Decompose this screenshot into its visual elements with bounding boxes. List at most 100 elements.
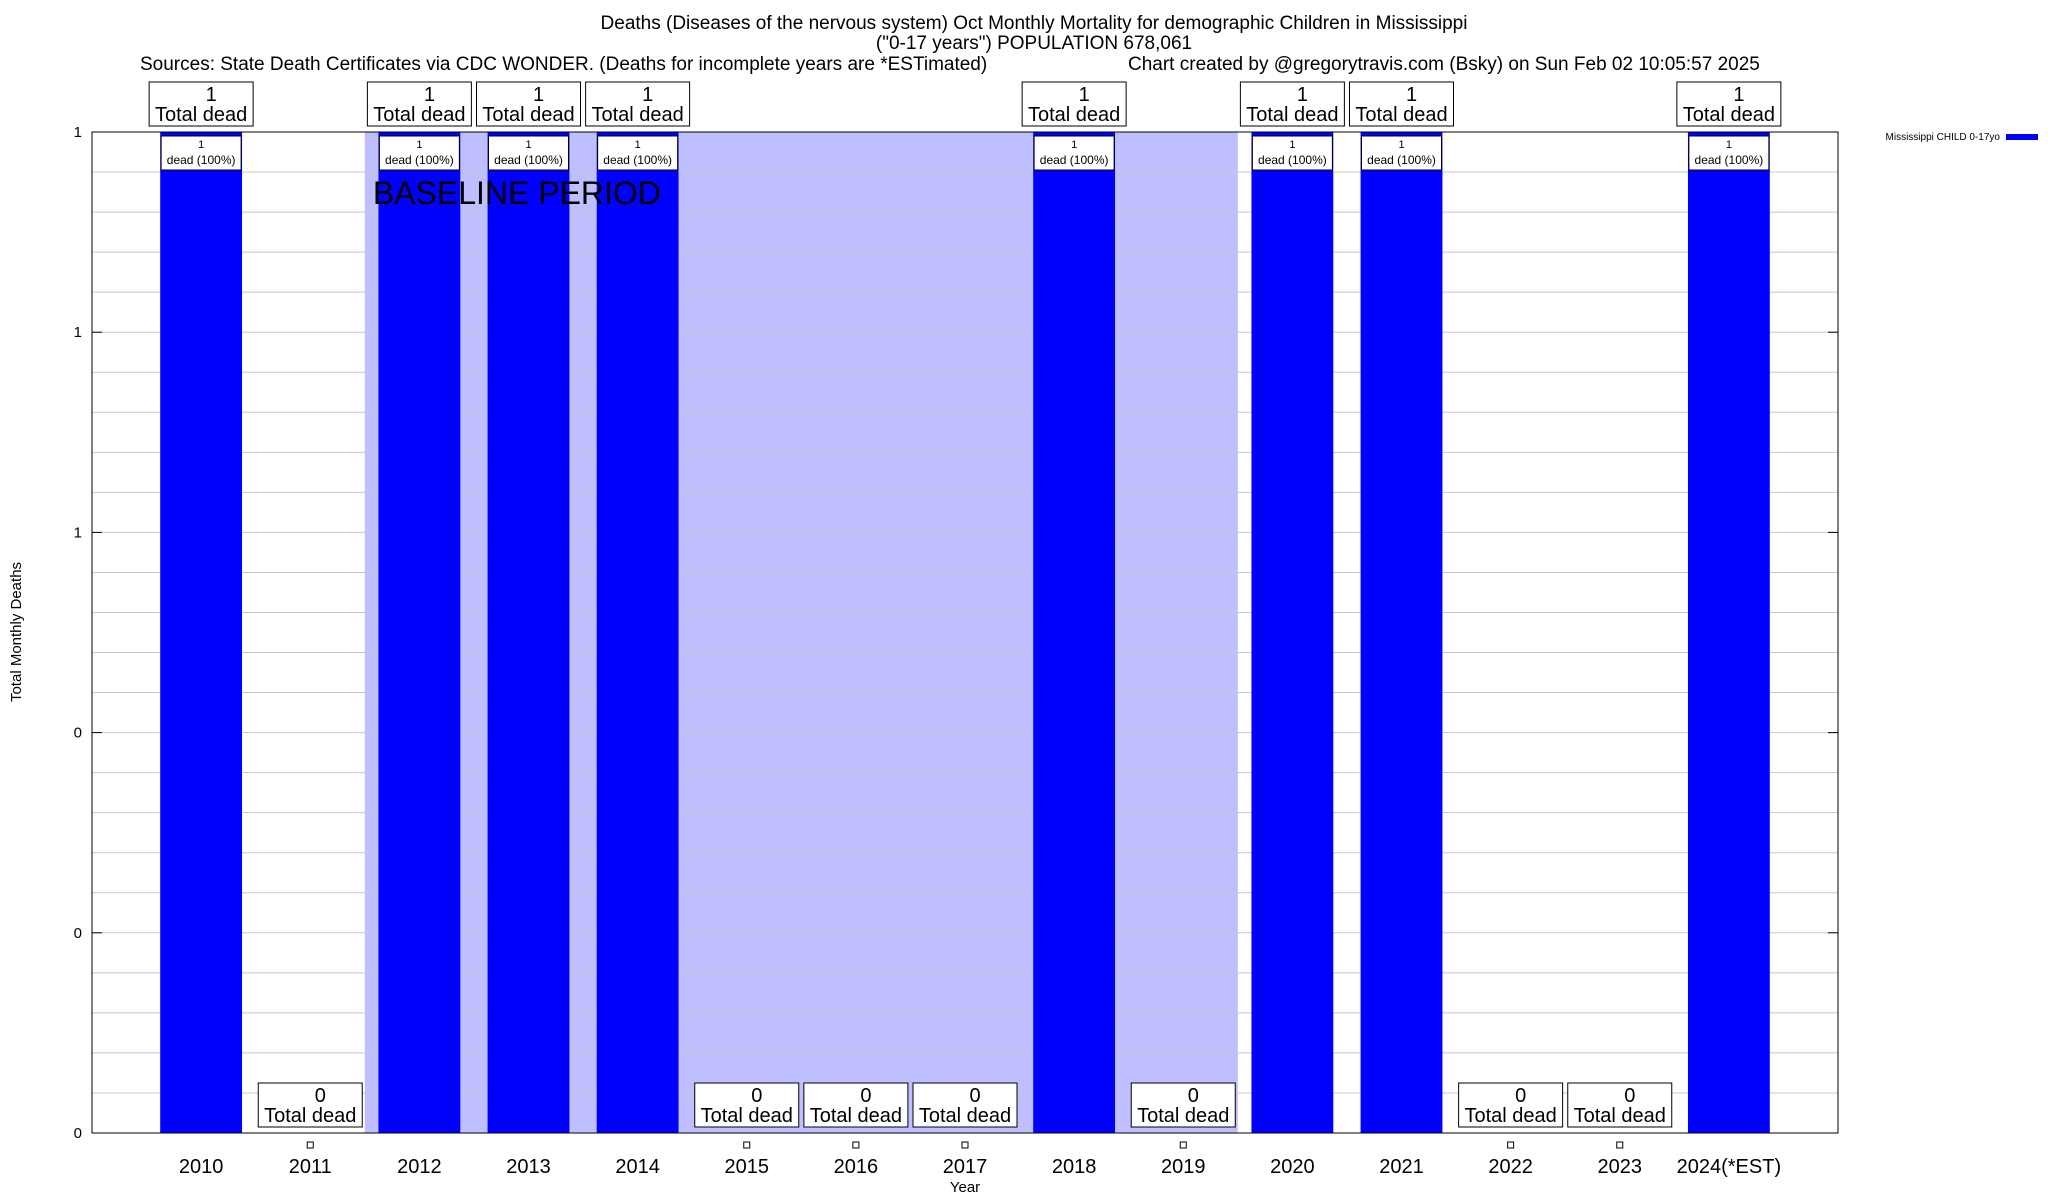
- bar-inner-percent: dead (100%): [1695, 153, 1764, 167]
- bar-total-label-box: [1349, 81, 1454, 127]
- bar-inner-count: 1: [198, 139, 204, 151]
- bar-total-label-box: [257, 1082, 363, 1128]
- data-bar: [487, 132, 570, 1133]
- x-tick-label: 2011: [289, 1156, 332, 1178]
- bar-total-text: Total dead: [1137, 1105, 1229, 1127]
- zero-value-marker: [1507, 1141, 1515, 1149]
- bar-total-count: 1: [1079, 84, 1090, 106]
- bar-inner-percent: dead (100%): [1258, 153, 1327, 167]
- legend-swatch: [2006, 134, 2038, 140]
- zero-value-marker: [743, 1141, 751, 1149]
- x-tick-label: 2019: [1161, 1156, 1206, 1178]
- bar-inner-percent: dead (100%): [167, 153, 236, 167]
- bar-inner-label-box: [488, 135, 569, 171]
- bar-inner-percent: dead (100%): [603, 153, 672, 167]
- bar-total-count: 1: [206, 84, 217, 106]
- bar-total-text: Total dead: [1028, 104, 1120, 126]
- x-tick-label: 2021: [1379, 1156, 1424, 1178]
- x-tick-label: 2010: [179, 1156, 224, 1178]
- bar-total-label-box: [803, 1082, 909, 1128]
- bar-inner-count: 1: [1071, 139, 1077, 151]
- bar-total-count: 1: [642, 84, 653, 106]
- bar-inner-percent: dead (100%): [494, 153, 563, 167]
- bar-inner-count: 1: [1726, 139, 1732, 151]
- bar-inner-label-box: [1033, 135, 1115, 171]
- bar-total-count: 0: [969, 1085, 980, 1107]
- chart-title: Deaths (Diseases of the nervous system) …: [600, 13, 1468, 34]
- chart-credit-note: Chart created by @gregorytravis.com (Bsk…: [1128, 54, 1760, 75]
- bar-total-text: Total dead: [810, 1105, 902, 1127]
- bar-total-text: Total dead: [264, 1105, 356, 1127]
- bar-total-label-box: [1021, 81, 1127, 127]
- y-tick-label: 1: [74, 124, 82, 141]
- bar-total-count: 1: [533, 84, 544, 106]
- bar-inner-label-box: [160, 135, 242, 171]
- x-tick-label: 2023: [1598, 1156, 1643, 1178]
- x-tick-label: 2020: [1270, 1156, 1315, 1178]
- x-tick-label: 2018: [1052, 1156, 1097, 1178]
- bar-total-count: 1: [424, 84, 435, 106]
- bar-total-label-box: [366, 81, 472, 127]
- bar-total-label-box: [1239, 81, 1345, 127]
- bar-inner-percent: dead (100%): [1040, 153, 1109, 167]
- bar-total-label-box: [1458, 1082, 1564, 1128]
- y-tick-label: 1: [74, 324, 82, 341]
- x-tick-label: 2013: [506, 1156, 551, 1178]
- bar-inner-count: 1: [416, 139, 422, 151]
- bar-total-text: Total dead: [155, 104, 247, 126]
- x-tick-label: 2016: [834, 1156, 879, 1178]
- bar-inner-percent: dead (100%): [385, 153, 454, 167]
- bar-total-label-box: [148, 81, 254, 127]
- bar-total-count: 1: [1406, 84, 1417, 106]
- data-bar: [1687, 132, 1770, 1133]
- bar-inner-count: 1: [525, 139, 531, 151]
- bar-inner-label-box: [378, 135, 460, 171]
- zero-value-marker: [1616, 1141, 1624, 1149]
- bar-total-label-box: [694, 1082, 800, 1128]
- bar-total-count: 0: [751, 1085, 762, 1107]
- bar-total-count: 0: [1515, 1085, 1526, 1107]
- data-bar: [1033, 132, 1116, 1133]
- zero-value-marker: [852, 1141, 860, 1149]
- bar-total-count: 0: [315, 1085, 326, 1107]
- bar-inner-label-box: [1251, 135, 1333, 171]
- data-bar: [160, 132, 243, 1133]
- x-tick-label: 2015: [725, 1156, 770, 1178]
- zero-value-marker: [1179, 1141, 1187, 1149]
- bar-inner-label-box: [597, 135, 679, 171]
- bar-inner-count: 1: [1289, 139, 1295, 151]
- y-tick-label: 0: [74, 925, 82, 942]
- legend-label: Mississippi CHILD 0-17yo: [1886, 132, 2001, 143]
- bar-total-text: Total dead: [373, 104, 465, 126]
- zero-value-marker: [306, 1141, 314, 1149]
- x-tick-label: 2012: [397, 1156, 442, 1178]
- bar-total-count: 1: [1733, 84, 1744, 106]
- baseline-period-label: BASELINE PERIOD: [373, 175, 661, 211]
- bar-total-text: Total dead: [1574, 1105, 1666, 1127]
- bar-inner-label-box: [1361, 135, 1442, 171]
- bar-inner-percent: dead (100%): [1367, 153, 1436, 167]
- bar-inner-count: 1: [1398, 139, 1404, 151]
- bar-inner-count: 1: [635, 139, 641, 151]
- data-bar: [1360, 132, 1443, 1133]
- bar-total-label-box: [1676, 81, 1782, 127]
- zero-value-marker: [961, 1141, 969, 1149]
- bar-total-text: Total dead: [701, 1105, 793, 1127]
- data-bar: [378, 132, 461, 1133]
- bar-total-text: Total dead: [1355, 104, 1447, 126]
- bar-inner-label-box: [1688, 135, 1770, 171]
- y-axis-label: Total Monthly Deaths: [8, 562, 25, 702]
- bar-total-count: 0: [1624, 1085, 1635, 1107]
- bar-total-count: 1: [1297, 84, 1308, 106]
- y-tick-label: 1: [74, 524, 82, 541]
- bar-total-label-box: [912, 1082, 1018, 1128]
- x-tick-label: 2014: [615, 1156, 660, 1178]
- y-tick-label: 0: [74, 725, 82, 742]
- bar-total-text: Total dead: [1246, 104, 1338, 126]
- data-bar: [1251, 132, 1334, 1133]
- bar-total-text: Total dead: [919, 1105, 1011, 1127]
- bar-total-text: Total dead: [591, 104, 683, 126]
- bar-total-label-box: [1567, 1082, 1673, 1128]
- x-tick-label: 2024(*EST): [1677, 1156, 1782, 1178]
